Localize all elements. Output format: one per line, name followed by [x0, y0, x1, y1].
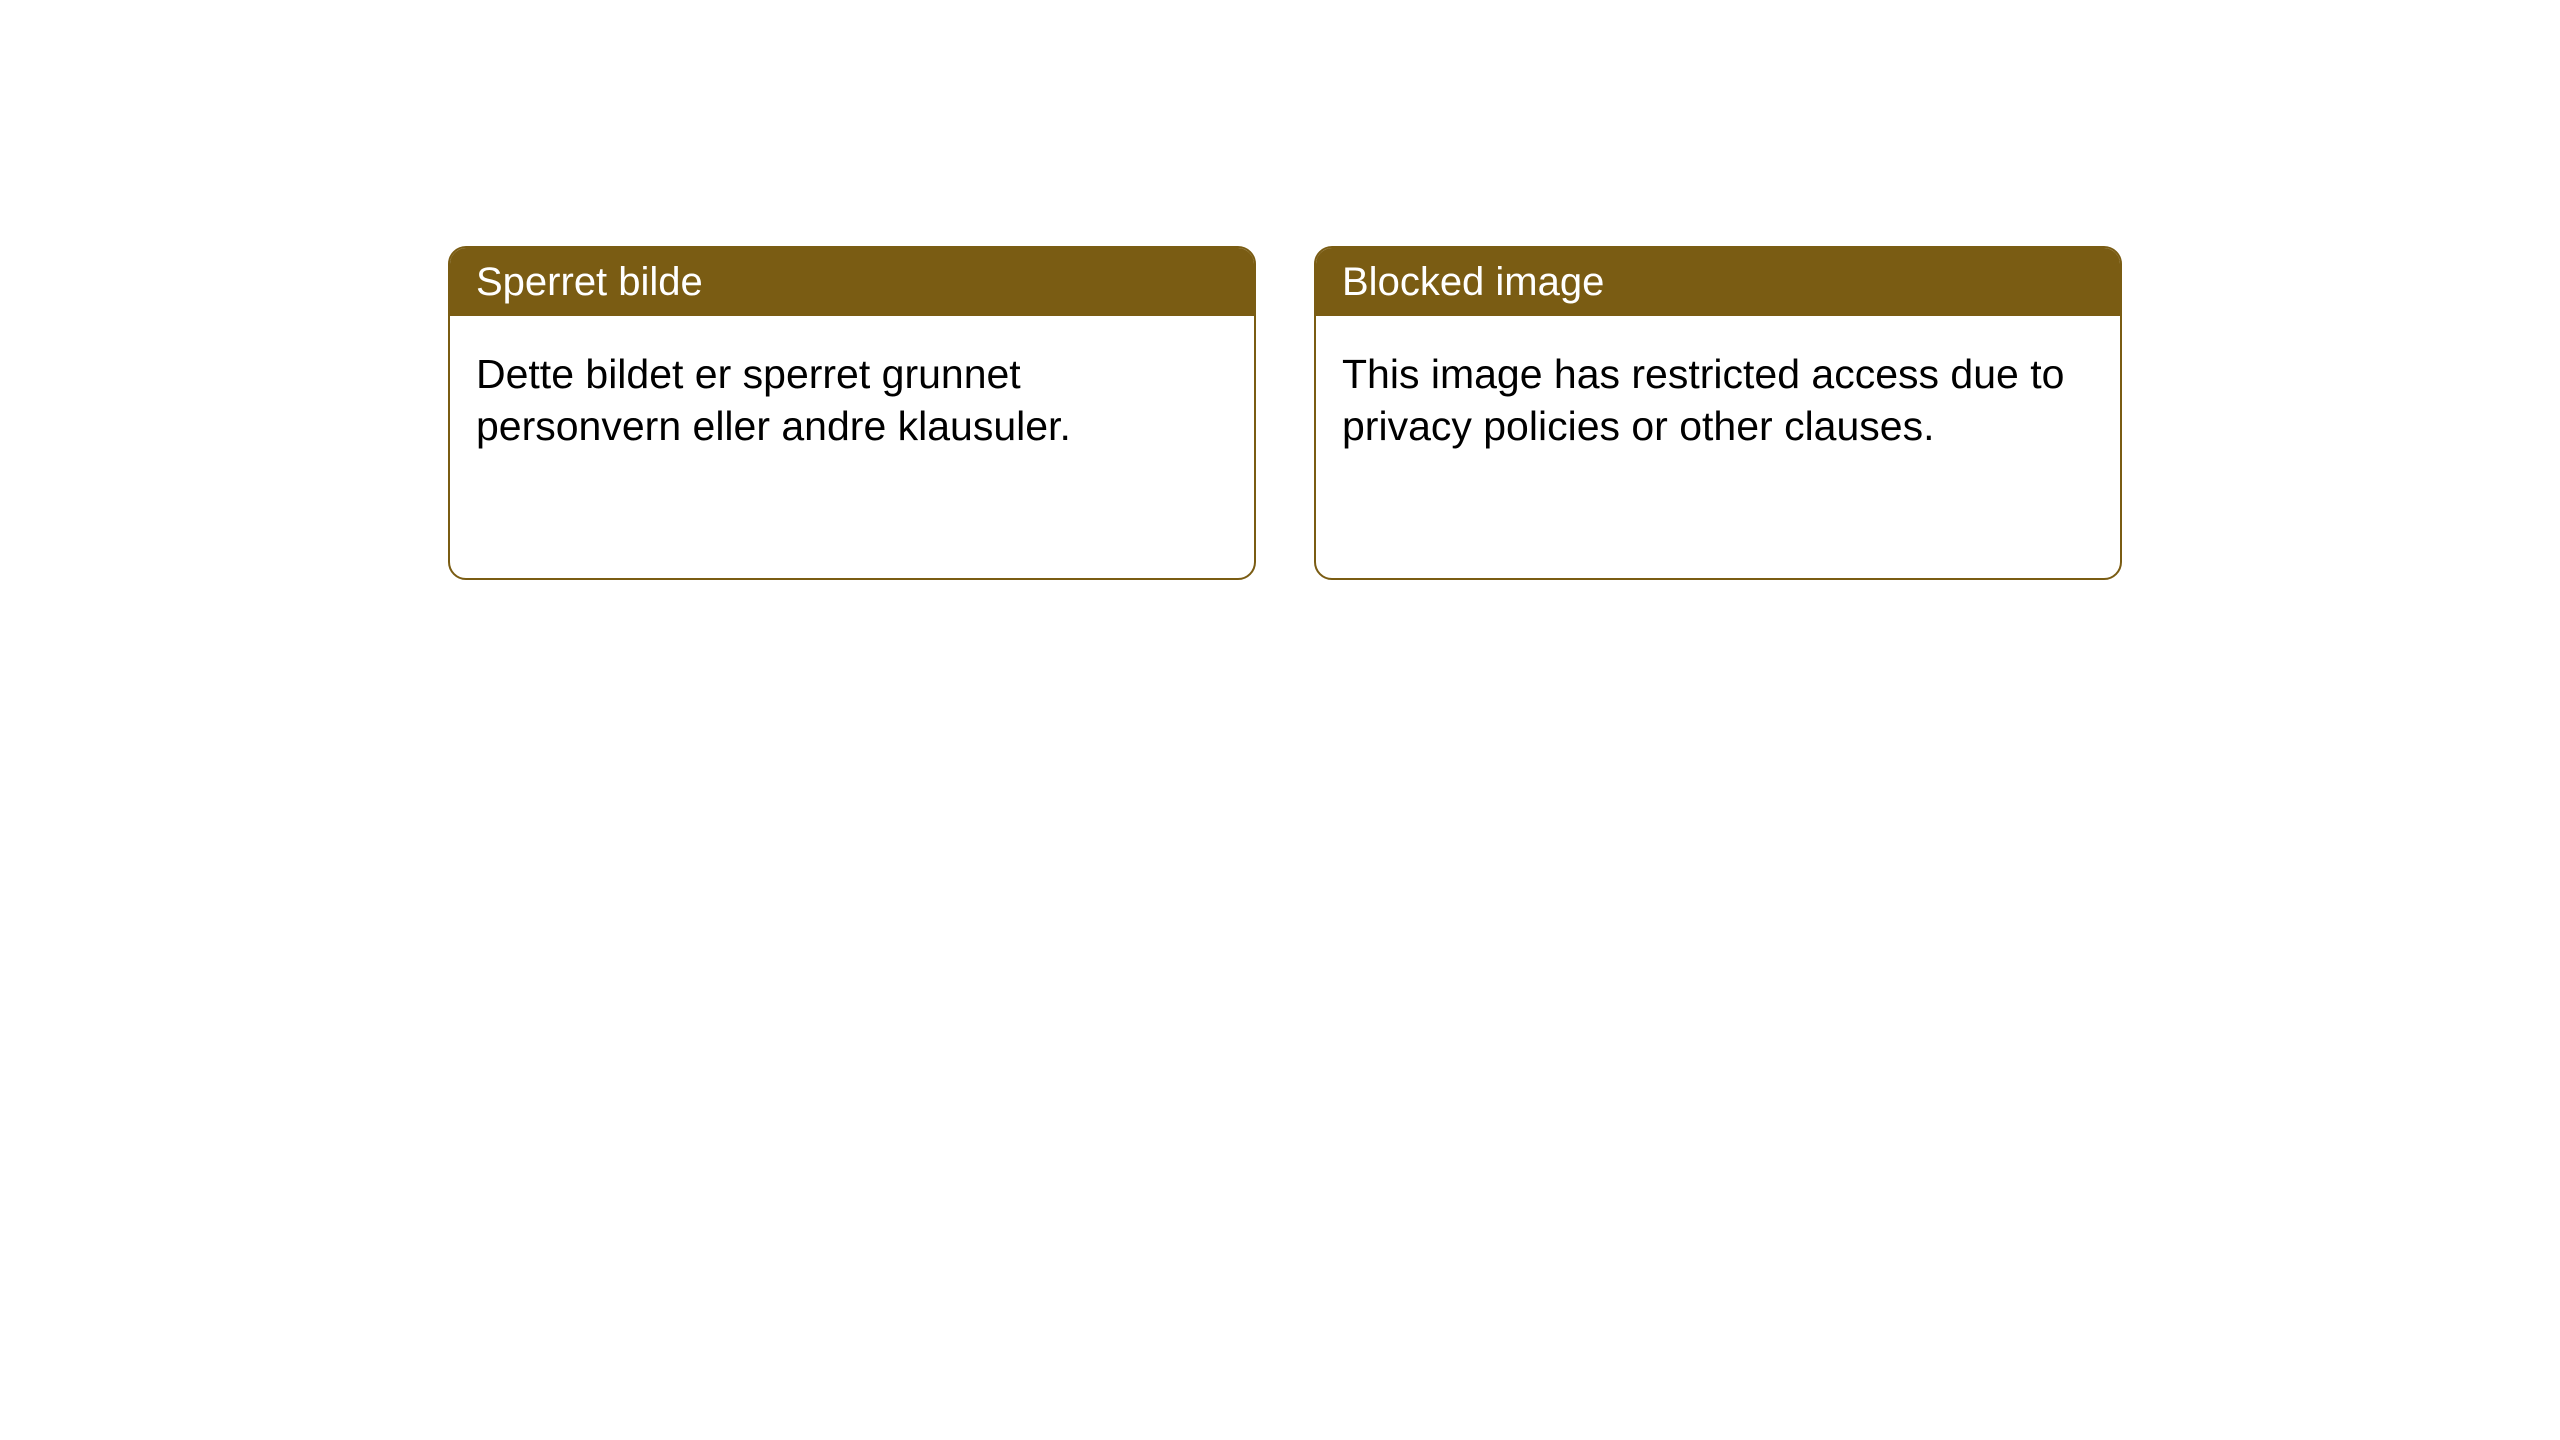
notice-box-norwegian: Sperret bilde Dette bildet er sperret gr…	[448, 246, 1256, 580]
notice-body-norwegian: Dette bildet er sperret grunnet personve…	[450, 316, 1254, 485]
notice-container: Sperret bilde Dette bildet er sperret gr…	[448, 246, 2122, 580]
notice-body-english: This image has restricted access due to …	[1316, 316, 2120, 485]
notice-header-english: Blocked image	[1316, 248, 2120, 316]
notice-box-english: Blocked image This image has restricted …	[1314, 246, 2122, 580]
notice-header-norwegian: Sperret bilde	[450, 248, 1254, 316]
